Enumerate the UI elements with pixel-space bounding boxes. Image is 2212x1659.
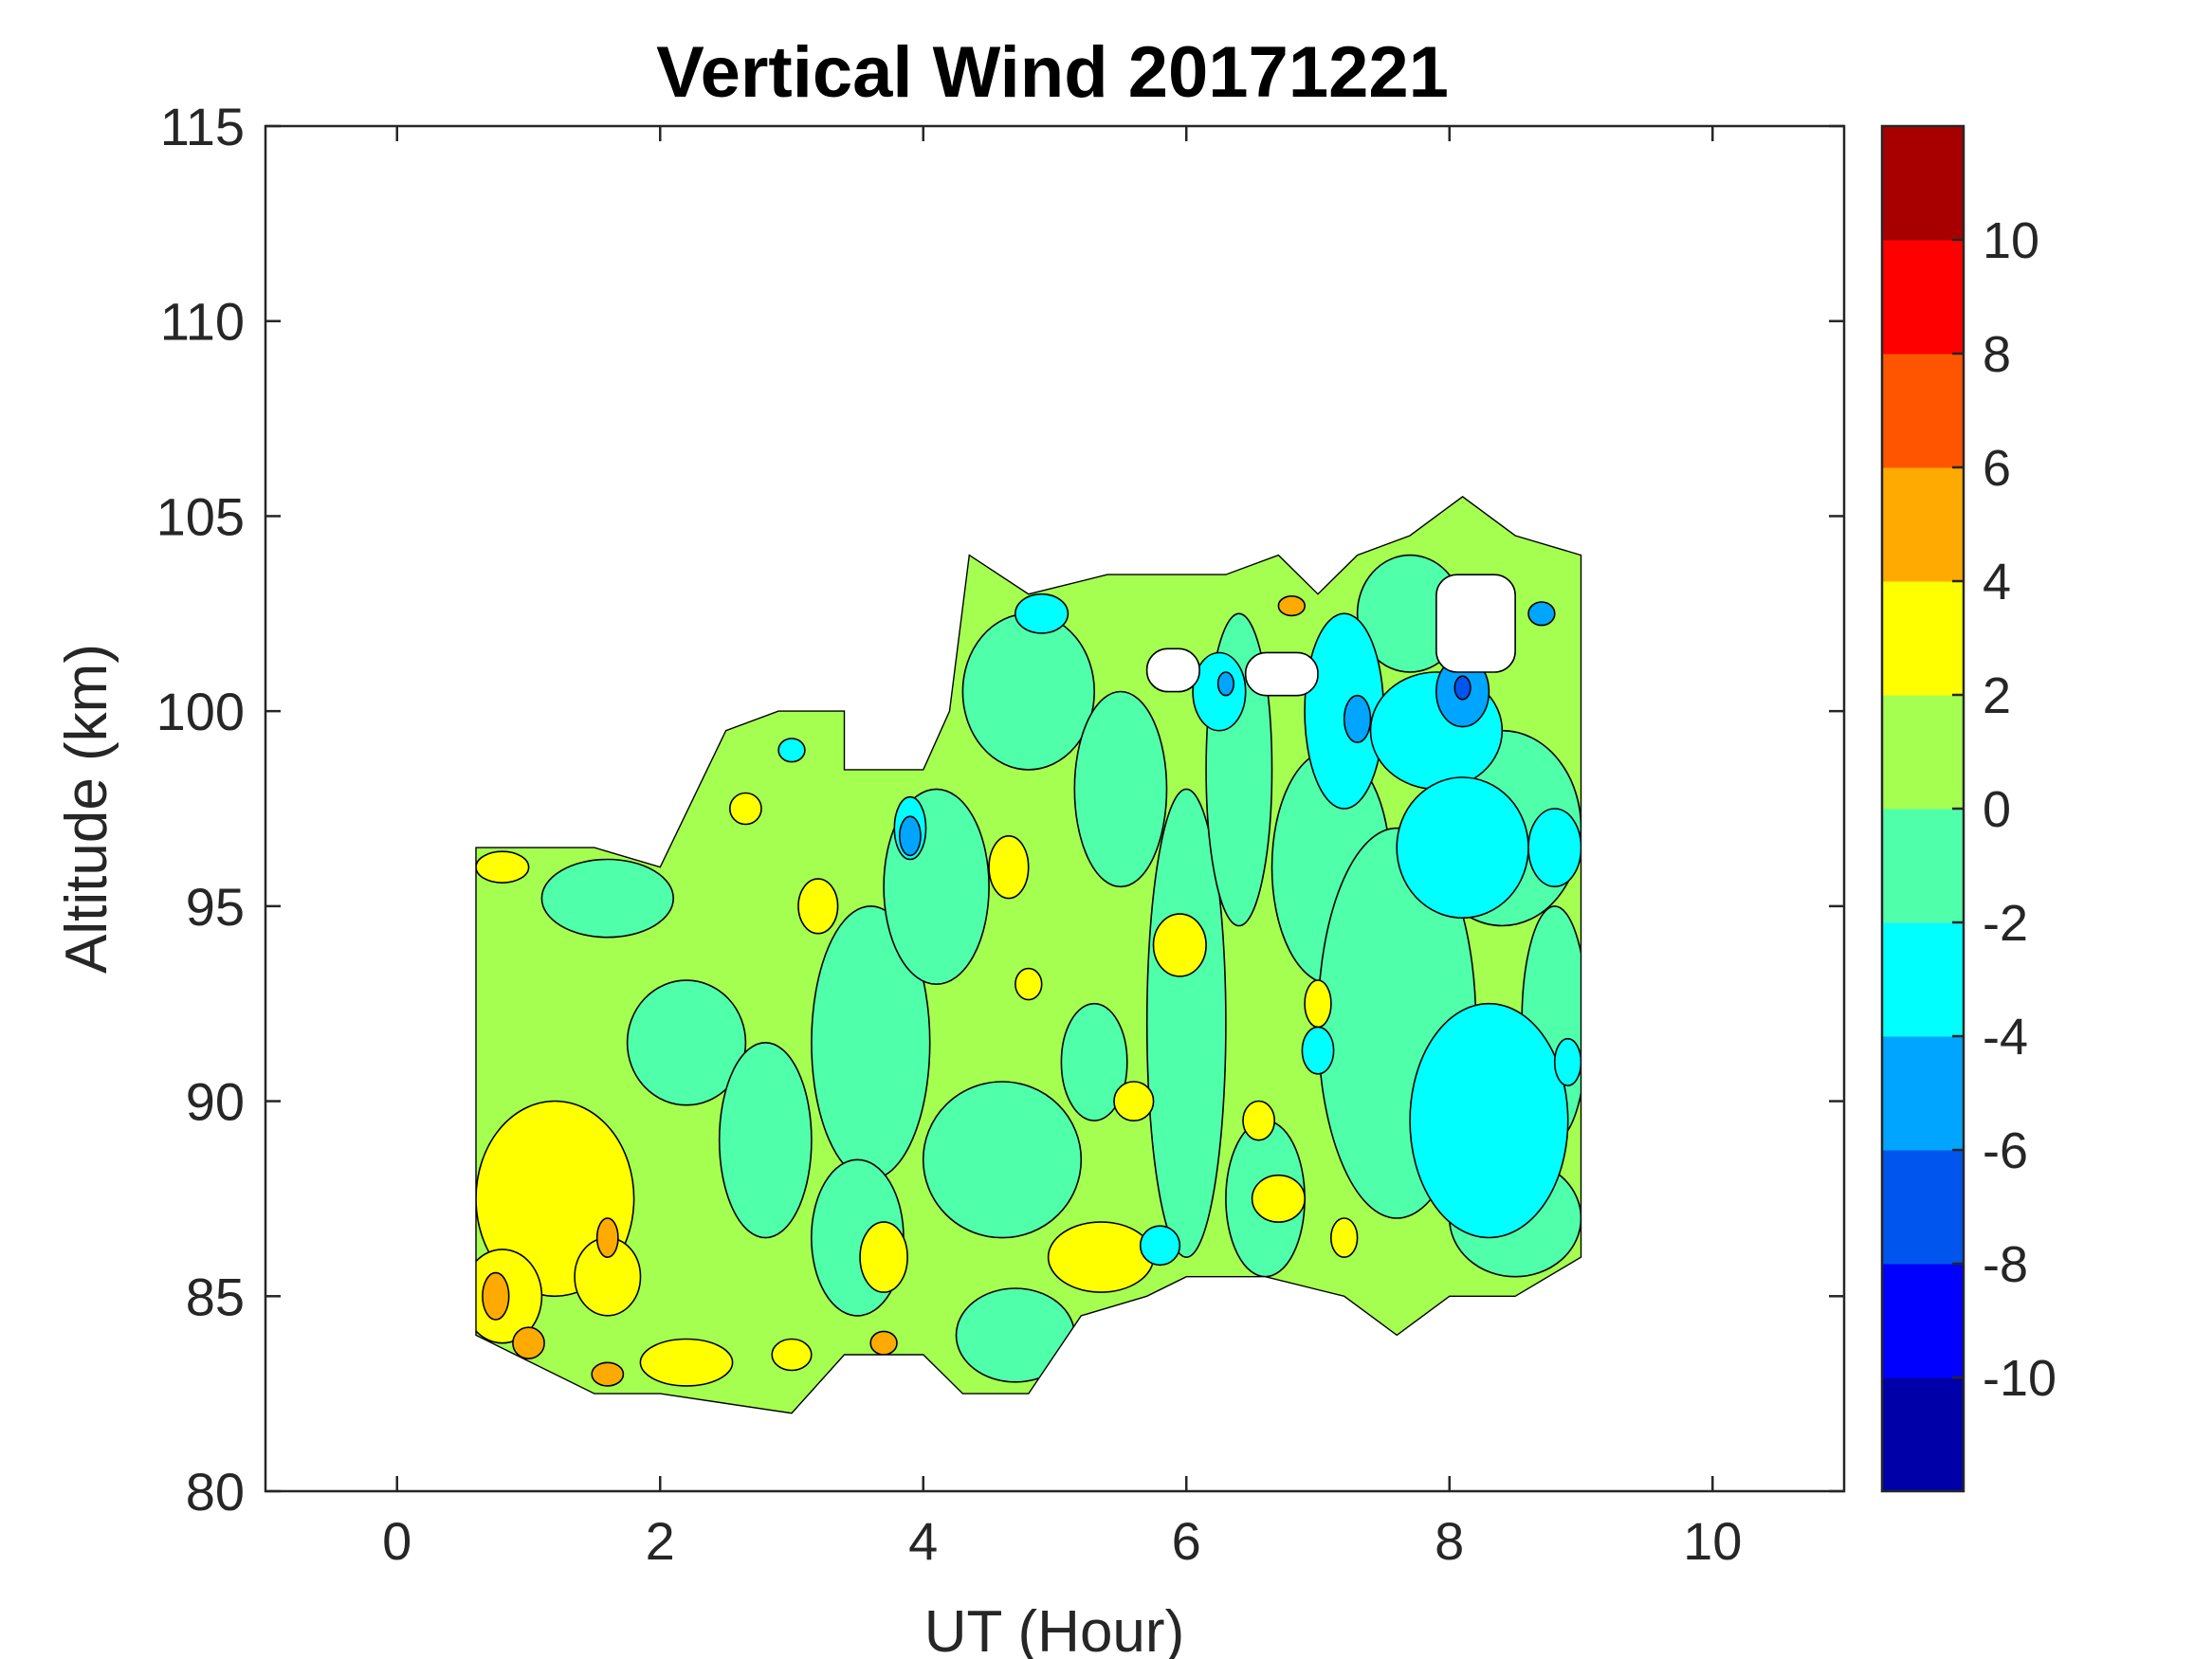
x-tick-label: 2: [646, 1511, 675, 1571]
colorbar-level-5: [1882, 809, 1964, 923]
y-axis: 80 85 90 95 100 105 110 115: [156, 97, 1844, 1522]
x-tick-label: 10: [1683, 1511, 1742, 1571]
contour-region-1: [540, 858, 674, 939]
x-axis: 0 2 4 6 8 10: [382, 126, 1742, 1571]
contour-region-62: [1527, 601, 1556, 627]
contour-region-58: [1343, 694, 1372, 743]
contour-region-55: [777, 738, 806, 763]
colorbar-level-8: [1882, 467, 1964, 582]
colorbar-tick-label: -6: [1983, 1122, 2028, 1179]
colorbar-tick-label: 8: [1983, 326, 2011, 383]
y-tick-label: 110: [160, 292, 245, 352]
contour-field: [476, 496, 1581, 1413]
contour-region-38: [771, 1338, 813, 1372]
colorbar-tick-label: -8: [1983, 1236, 2028, 1293]
colorbar-level-0: [1882, 1377, 1964, 1492]
contour-region-32: [1242, 1100, 1276, 1141]
contour-region-60: [1216, 671, 1234, 697]
colorbar-tick-label: 4: [1983, 554, 2011, 611]
colorbar: -10 -8 -6 -4 -2 0 2 4 6 8 10: [1880, 124, 2057, 1493]
x-tick-label: 0: [382, 1511, 411, 1571]
x-tick-label: 6: [1172, 1511, 1201, 1571]
colorbar-tick-label: -10: [1983, 1350, 2057, 1407]
contour-region-24: [476, 850, 530, 884]
y-tick-label: 85: [186, 1267, 245, 1326]
contour-region-3: [718, 1041, 813, 1239]
y-axis-label: Altitude (km): [54, 644, 119, 974]
y-tick-label: 115: [160, 97, 245, 156]
colorbar-level-9: [1882, 354, 1964, 468]
contour-region-39: [482, 1271, 510, 1321]
contour-region-42: [869, 1330, 898, 1356]
contour-region-47: [1396, 776, 1529, 919]
plot-area: [475, 496, 1582, 1414]
colorbar-level-2: [1882, 1150, 1964, 1265]
contour-region-8: [955, 1287, 1076, 1383]
contour-region-31: [1251, 1174, 1306, 1223]
colorbar-tick-label: 10: [1983, 212, 2039, 269]
y-tick-label: 105: [156, 486, 245, 546]
contour-region-2: [626, 979, 747, 1106]
contour-region-43: [595, 1217, 619, 1259]
colorbar-level-6: [1882, 695, 1964, 810]
data-domain-outline: [475, 496, 1582, 1414]
y-tick-label: 90: [186, 1072, 245, 1132]
contour-region-41: [591, 1361, 625, 1387]
colorbar-tick-label: 6: [1983, 440, 2011, 497]
contour-region-25: [639, 1338, 734, 1387]
plot-frame: [264, 124, 1846, 1493]
y-tick-label: 80: [186, 1462, 245, 1522]
contour-region-9: [961, 612, 1096, 771]
colorbar-level-7: [1882, 581, 1964, 696]
contour-region-56: [1553, 1037, 1581, 1086]
x-tick-label: 8: [1435, 1511, 1464, 1571]
contour-region-7: [922, 1081, 1083, 1239]
contour-region-35: [1329, 1217, 1359, 1259]
contour-region-49: [1527, 808, 1581, 887]
contour-region-36: [1304, 979, 1332, 1029]
contour-region-59: [899, 815, 922, 857]
colorbar-level-11: [1882, 126, 1964, 241]
data-gap-2: [1435, 574, 1516, 673]
colorbar-tick-label: -2: [1983, 895, 2028, 952]
contour-region-44: [1277, 594, 1307, 617]
contour-region-48: [1409, 1002, 1569, 1239]
contour-region-63: [1453, 675, 1472, 701]
contour-region-40: [512, 1326, 545, 1359]
data-gap-0: [1145, 647, 1200, 693]
y-tick-label: 95: [186, 877, 245, 937]
contour-region-33: [1113, 1081, 1155, 1122]
x-tick-label: 4: [908, 1511, 938, 1571]
contour-region-54: [1301, 1026, 1335, 1075]
contour-region-50: [1014, 592, 1069, 634]
contour-region-34: [1015, 967, 1043, 1001]
colorbar-level-10: [1882, 240, 1964, 355]
colorbar-level-3: [1882, 1036, 1964, 1151]
contour-region-11: [1145, 788, 1227, 1259]
colorbar-tick-label: -4: [1983, 1009, 2028, 1066]
colorbar-tick-label: 2: [1983, 667, 2011, 724]
contour-region-27: [859, 1221, 908, 1293]
chart-title: Vertical Wind 20171221: [656, 32, 1449, 113]
contour-region-28: [988, 834, 1030, 900]
data-gap-1: [1244, 651, 1319, 697]
colorbar-tick-label: 0: [1983, 781, 2011, 838]
x-axis-label: UT (Hour): [924, 1599, 1184, 1659]
contour-region-12: [1060, 1002, 1128, 1121]
y-tick-label: 100: [156, 682, 245, 741]
contour-region-37: [729, 792, 762, 826]
contour-region-29: [1047, 1221, 1155, 1293]
contour-region-53: [1139, 1225, 1181, 1267]
colorbar-level-4: [1882, 922, 1964, 1037]
contour-region-26: [797, 878, 839, 935]
contour-region-30: [1152, 913, 1207, 977]
colorbar-level-1: [1882, 1264, 1964, 1378]
contour-region-10: [1073, 690, 1168, 888]
